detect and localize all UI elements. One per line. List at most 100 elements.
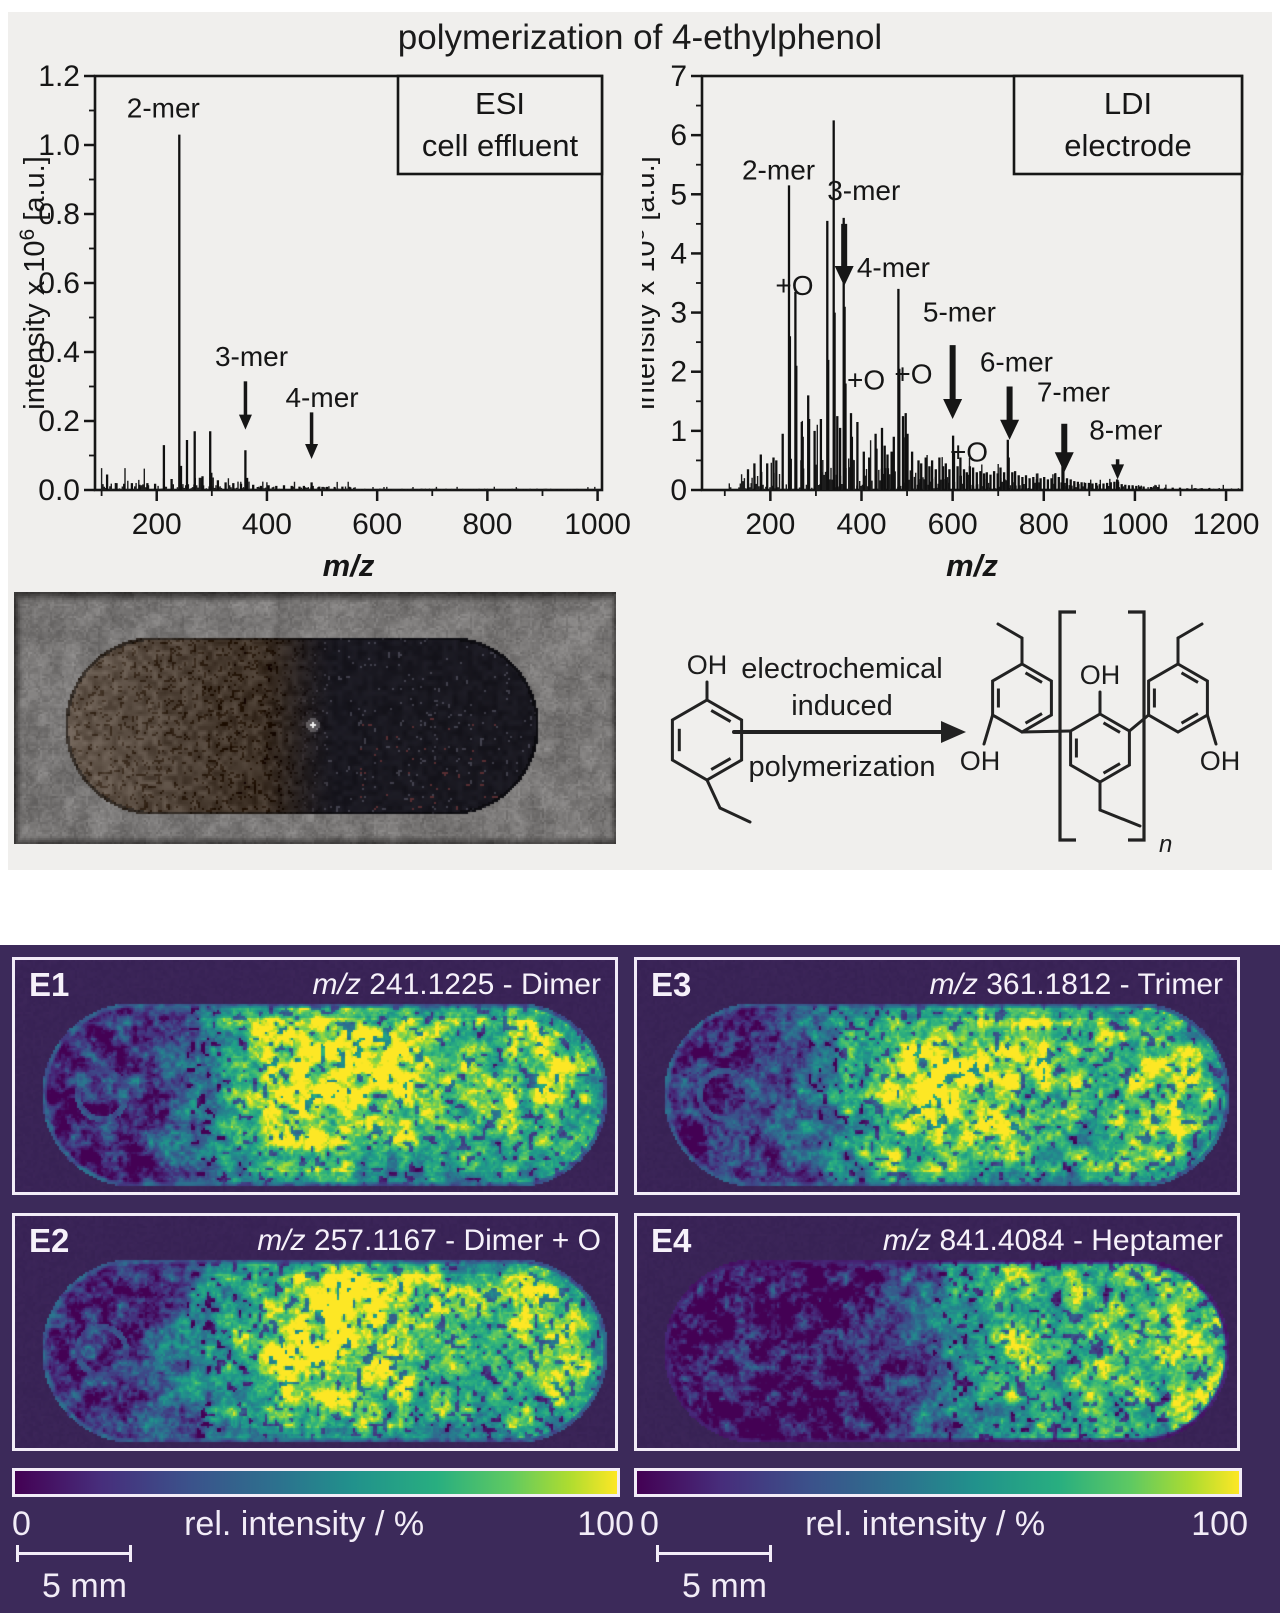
product-oh-center-label: OH (1080, 660, 1121, 690)
panel-caption-e4: m/z 841.4084 - Heptamer (882, 1224, 1223, 1257)
svg-text:1.0: 1.0 (38, 129, 80, 162)
peak-annotation: 2-mer (742, 155, 815, 186)
reaction-condition-line1: electrochemical (741, 653, 942, 685)
svg-text:1200: 1200 (1193, 508, 1260, 541)
svg-text:1000: 1000 (564, 508, 631, 541)
scheme-bonds (670, 622, 1218, 828)
scalebar-label-left: 5 mm (42, 1567, 127, 1605)
peak-annotation: 3-mer (827, 175, 900, 206)
figure-title: polymerization of 4-ethylphenol (397, 18, 883, 57)
reaction-condition-line2: induced (791, 690, 893, 722)
svg-text:5: 5 (670, 178, 687, 211)
panel-caption-e1: m/z 241.1225 - Dimer (312, 968, 601, 1001)
svg-text:2: 2 (670, 356, 687, 389)
product-oh-right-label: OH (1200, 746, 1241, 776)
colorbar-min-right: 0 (640, 1505, 659, 1543)
peak-annotation: 5-mer (923, 296, 996, 327)
top-figure-panel: polymerization of 4-ethylphenol 200 400 60… (8, 12, 1272, 870)
peak-annotation: +O (775, 270, 813, 301)
ldi-spectrum-chart: 200 400 600 800 1000 1200 0 1 2 3 4 5 6 7 m/z intensity… (642, 62, 1260, 578)
svg-text:6: 6 (670, 119, 687, 152)
peak-annotation: 2-mer (127, 92, 200, 123)
svg-text:600: 600 (928, 508, 978, 541)
baseline-noise (100, 468, 596, 490)
msi-heatmap-e2 (15, 1216, 615, 1448)
right-bracket (1128, 610, 1146, 842)
msi-panel-e1: E1 m/z 241.1225 - Dimer (12, 957, 618, 1195)
peak-annotation: +O (847, 364, 885, 395)
svg-text:1000: 1000 (1102, 508, 1169, 541)
legend-box (1012, 74, 1244, 176)
panel-label-e4: E4 (651, 1222, 692, 1259)
peak-annotation: 4-mer (285, 382, 358, 413)
svg-text:intensity x 103 [a.u.]: intensity x 103 [a.u.] (642, 156, 661, 410)
electrode-photo (14, 592, 616, 844)
svg-text:800: 800 (1019, 508, 1069, 541)
product-oh-left-label: OH (960, 746, 1001, 776)
svg-text:1.2: 1.2 (38, 62, 80, 93)
reaction-condition-line3: polymerization (749, 751, 936, 783)
svg-text:200: 200 (745, 508, 795, 541)
reaction-scheme: electrochemical induced polymerization O… (670, 610, 1241, 858)
svg-text:400: 400 (242, 508, 292, 541)
svg-text:0.0: 0.0 (38, 474, 80, 507)
peak-lines (105, 134, 352, 490)
svg-text:0.4: 0.4 (38, 336, 80, 369)
svg-text:intensity x 106 [a.u.]: intensity x 106 [a.u.] (18, 156, 51, 410)
colorbar-labels-right: 0 rel. intensity / % 100 (640, 1505, 1248, 1545)
peak-annotation: +O (894, 359, 932, 390)
svg-text:800: 800 (462, 508, 512, 541)
peak-annotation: 6-mer (980, 347, 1053, 378)
peak-annotation: 7-mer (1037, 376, 1110, 407)
left-bracket (1058, 610, 1076, 842)
colorbar-right (634, 1468, 1242, 1497)
colorbar-max-right: 100 (1191, 1505, 1248, 1543)
svg-text:1: 1 (670, 415, 687, 448)
peak-lines (746, 120, 1211, 490)
svg-text:m/z: m/z (323, 548, 375, 578)
colorbar-left (12, 1468, 620, 1497)
svg-text:200: 200 (132, 508, 182, 541)
svg-text:4: 4 (670, 237, 687, 270)
peak-annotation: 4-mer (857, 252, 930, 283)
svg-text:0.2: 0.2 (38, 405, 80, 438)
svg-text:0.6: 0.6 (38, 267, 80, 300)
colorbar-labels-left: 0 rel. intensity / % 100 (12, 1505, 634, 1545)
reaction-arrow-head (941, 721, 966, 743)
svg-text:ESI: ESI (475, 86, 525, 121)
svg-text:0.8: 0.8 (38, 198, 80, 231)
panel-label-e3: E3 (651, 966, 692, 1003)
legend-box (396, 74, 604, 176)
svg-text:0: 0 (670, 474, 687, 507)
panel-label-e2: E2 (29, 1222, 70, 1259)
repeat-unit-subscript: n (1159, 831, 1172, 858)
peak-annotation: 3-mer (215, 341, 288, 372)
scalebar-label-right: 5 mm (682, 1567, 767, 1605)
esi-spectrum-chart: 200 400 600 800 1000 0.0 0.2 0.4 0.6 0.8 1.0 1.2 m/z… (18, 62, 631, 578)
scalebar-right (656, 1545, 772, 1562)
svg-text:m/z: m/z (946, 548, 998, 578)
msi-heatmap-e1 (15, 960, 615, 1192)
msi-panel-e2: E2 m/z 257.1167 - Dimer + O (12, 1213, 618, 1451)
svg-text:LDI: LDI (1104, 86, 1152, 121)
colorbar-title-left: rel. intensity / % (184, 1505, 425, 1543)
msi-panel-e4: E4 m/z 841.4084 - Heptamer (634, 1213, 1240, 1451)
reactant-oh-label: OH (687, 650, 728, 680)
panel-label-e1: E1 (29, 966, 70, 1003)
svg-text:3: 3 (670, 297, 687, 330)
panel-caption-e3: m/z 361.1812 - Trimer (929, 968, 1223, 1001)
svg-text:400: 400 (836, 508, 886, 541)
colorbar-max-left: 100 (577, 1505, 634, 1543)
panel-caption-e2: m/z 257.1167 - Dimer + O (257, 1224, 601, 1257)
msi-heatmap-e3 (637, 960, 1237, 1192)
peak-annotation: 8-mer (1089, 415, 1162, 446)
colorbar-min-left: 0 (12, 1505, 31, 1543)
svg-text:600: 600 (352, 508, 402, 541)
svg-text:cell effluent: cell effluent (422, 128, 579, 163)
peak-annotation: +O (950, 437, 988, 468)
scalebar-left (16, 1545, 132, 1562)
svg-text:electrode: electrode (1064, 128, 1192, 163)
svg-text:7: 7 (670, 62, 687, 93)
msi-imaging-section: E1 m/z 241.1225 - Dimer E3 m/z 361.1812 … (0, 945, 1280, 1613)
